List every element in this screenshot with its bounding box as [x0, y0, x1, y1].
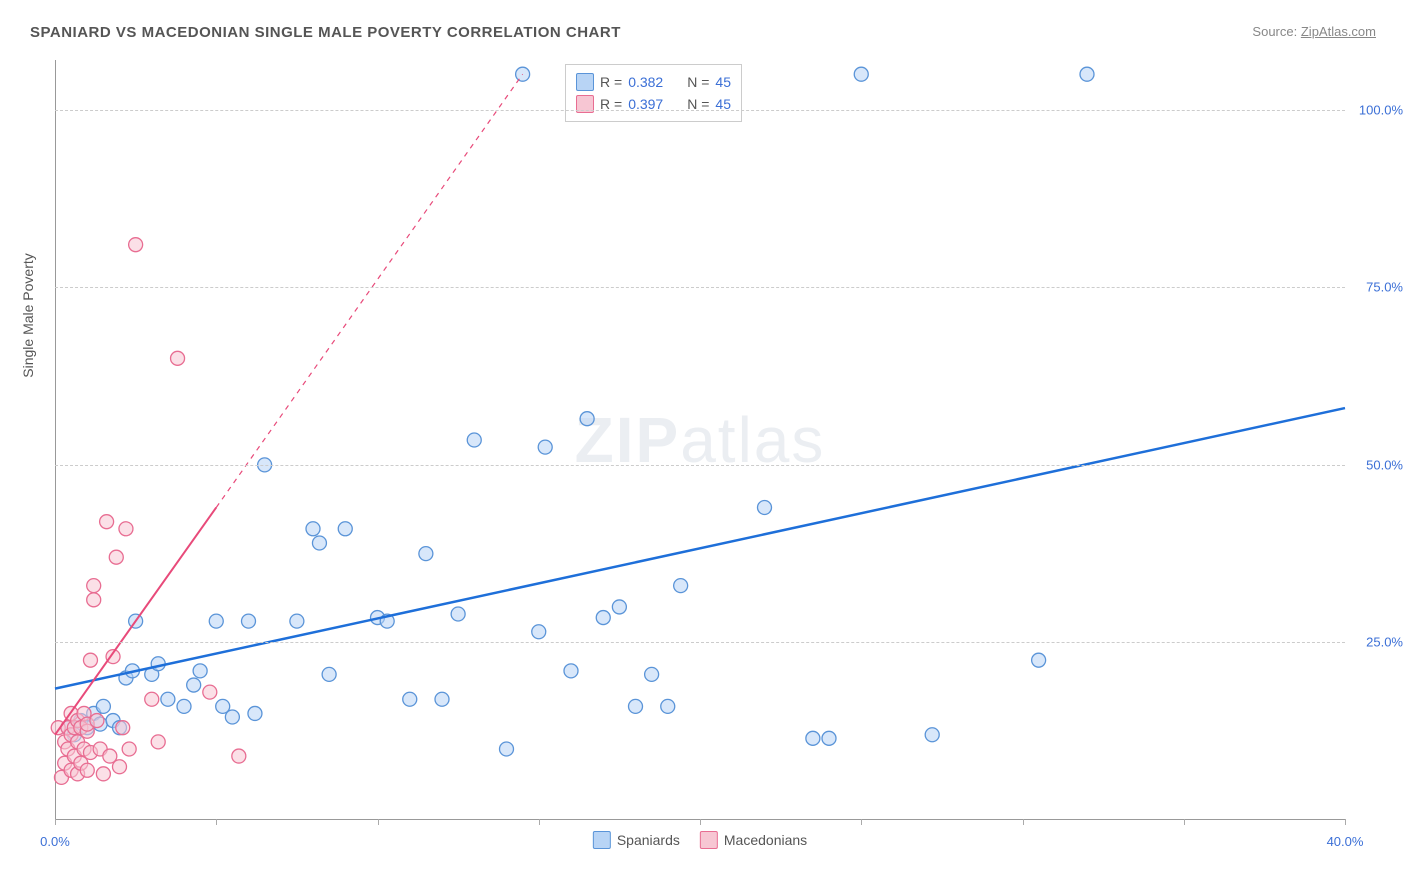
scatter-point — [100, 515, 114, 529]
scatter-point — [1080, 67, 1094, 81]
legend-swatch — [576, 73, 594, 91]
correlation-legend-row: R = 0.382 N = 45 — [576, 71, 731, 93]
series-legend-label: Spaniards — [617, 832, 680, 848]
source-link[interactable]: ZipAtlas.com — [1301, 24, 1376, 39]
scatter-point — [322, 667, 336, 681]
scatter-point — [171, 351, 185, 365]
trend-line — [55, 408, 1345, 689]
plot-area: ZIPatlas R = 0.382N = 45R = 0.397N = 45 … — [55, 60, 1345, 820]
x-tick — [861, 819, 862, 825]
scatter-point — [113, 760, 127, 774]
scatter-point — [177, 699, 191, 713]
scatter-point — [90, 714, 104, 728]
n-value: 45 — [715, 74, 731, 90]
scatter-point — [403, 692, 417, 706]
trend-line — [55, 507, 216, 734]
scatter-point — [161, 692, 175, 706]
scatter-point — [80, 763, 94, 777]
scatter-point — [87, 579, 101, 593]
scatter-point — [306, 522, 320, 536]
x-tick — [1184, 819, 1185, 825]
x-tick — [1023, 819, 1024, 825]
scatter-point — [145, 692, 159, 706]
scatter-point — [596, 611, 610, 625]
scatter-point — [96, 699, 110, 713]
scatter-point — [532, 625, 546, 639]
scatter-point — [451, 607, 465, 621]
grid-line-h — [55, 642, 1345, 643]
scatter-point — [1032, 653, 1046, 667]
correlation-legend-row: R = 0.397N = 45 — [576, 93, 731, 115]
y-axis-title: Single Male Poverty — [20, 253, 36, 378]
scatter-point — [151, 657, 165, 671]
scatter-point — [96, 767, 110, 781]
scatter-svg — [55, 60, 1345, 819]
y-tick-label: 25.0% — [1353, 635, 1403, 650]
series-legend-item: Macedonians — [700, 831, 807, 849]
scatter-point — [129, 238, 143, 252]
scatter-point — [758, 500, 772, 514]
chart-title: SPANIARD VS MACEDONIAN SINGLE MALE POVER… — [30, 24, 621, 41]
scatter-point — [564, 664, 578, 678]
series-legend-label: Macedonians — [724, 832, 807, 848]
scatter-point — [116, 721, 130, 735]
source-label: Source: — [1252, 24, 1297, 39]
x-tick — [55, 819, 56, 825]
scatter-point — [500, 742, 514, 756]
grid-line-h — [55, 287, 1345, 288]
scatter-point — [806, 731, 820, 745]
scatter-point — [925, 728, 939, 742]
scatter-point — [193, 664, 207, 678]
scatter-point — [645, 667, 659, 681]
scatter-point — [580, 412, 594, 426]
scatter-point — [209, 614, 223, 628]
r-label: R = — [600, 74, 622, 90]
scatter-point — [312, 536, 326, 550]
scatter-point — [419, 547, 433, 561]
scatter-point — [854, 67, 868, 81]
legend-swatch — [593, 831, 611, 849]
scatter-point — [612, 600, 626, 614]
scatter-point — [87, 593, 101, 607]
series-legend-item: Spaniards — [593, 831, 680, 849]
scatter-point — [661, 699, 675, 713]
scatter-point — [248, 706, 262, 720]
grid-line-h — [55, 110, 1345, 111]
legend-swatch — [700, 831, 718, 849]
scatter-point — [203, 685, 217, 699]
scatter-point — [538, 440, 552, 454]
scatter-point — [122, 742, 136, 756]
grid-line-h — [55, 465, 1345, 466]
x-tick — [1345, 819, 1346, 825]
scatter-point — [187, 678, 201, 692]
scatter-point — [338, 522, 352, 536]
scatter-point — [674, 579, 688, 593]
x-tick-label: 0.0% — [40, 834, 70, 849]
scatter-point — [290, 614, 304, 628]
scatter-point — [242, 614, 256, 628]
r-value: 0.382 — [628, 74, 663, 90]
y-tick-label: 75.0% — [1353, 280, 1403, 295]
x-tick — [539, 819, 540, 825]
scatter-point — [822, 731, 836, 745]
scatter-point — [629, 699, 643, 713]
correlation-legend: R = 0.382 N = 45 R = 0.397N = 45 — [565, 64, 742, 122]
scatter-point — [435, 692, 449, 706]
scatter-point — [467, 433, 481, 447]
y-tick-label: 50.0% — [1353, 457, 1403, 472]
scatter-point — [83, 653, 97, 667]
y-tick-label: 100.0% — [1353, 102, 1403, 117]
x-tick — [378, 819, 379, 825]
x-tick — [700, 819, 701, 825]
scatter-point — [232, 749, 246, 763]
series-legend: Spaniards Macedonians — [593, 831, 807, 849]
scatter-point — [109, 550, 123, 564]
scatter-point — [225, 710, 239, 724]
x-tick-label: 40.0% — [1327, 834, 1364, 849]
source-attribution: Source: ZipAtlas.com — [1252, 24, 1376, 39]
n-label: N = — [687, 74, 709, 90]
scatter-point — [119, 522, 133, 536]
x-tick — [216, 819, 217, 825]
scatter-point — [151, 735, 165, 749]
